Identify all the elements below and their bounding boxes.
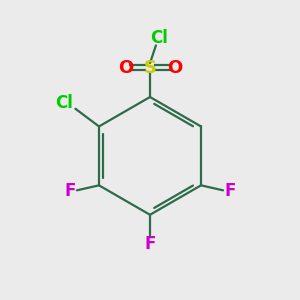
Text: Cl: Cl: [55, 94, 73, 112]
Text: F: F: [64, 182, 76, 200]
Text: O: O: [167, 58, 182, 76]
Text: O: O: [118, 58, 133, 76]
Text: F: F: [224, 182, 236, 200]
Text: S: S: [143, 58, 157, 76]
Text: F: F: [144, 235, 156, 253]
Text: Cl: Cl: [150, 29, 168, 47]
